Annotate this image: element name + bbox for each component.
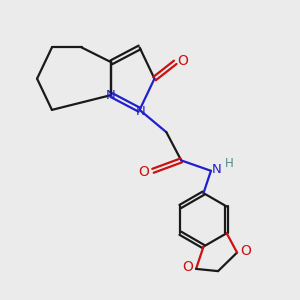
Text: O: O — [240, 244, 251, 258]
Text: O: O — [139, 165, 149, 179]
Text: O: O — [177, 54, 188, 68]
Text: N: N — [106, 88, 116, 101]
Text: N: N — [212, 163, 221, 176]
Text: O: O — [182, 260, 193, 274]
Text: N: N — [136, 105, 146, 118]
Text: H: H — [224, 157, 233, 170]
